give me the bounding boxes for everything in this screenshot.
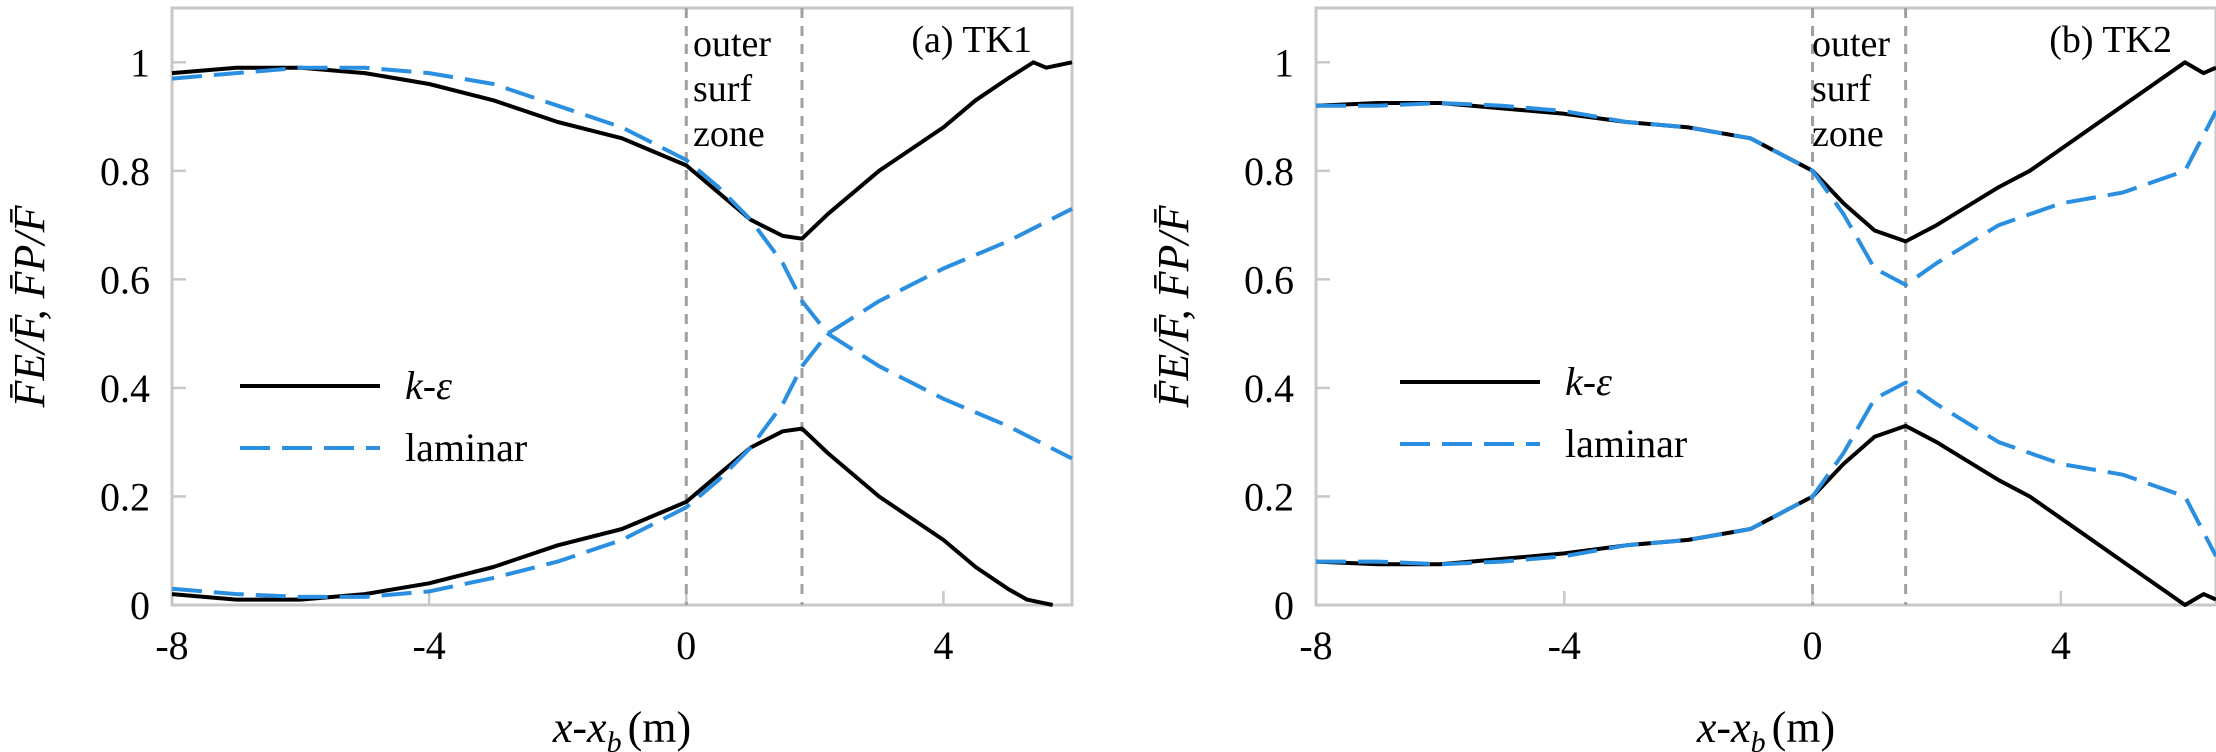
y-tick-label: 0.4: [1244, 366, 1294, 411]
series-line-laminar-upper: [1316, 101, 2216, 287]
panel-a: 0 0.2 0.4 0.6 0.8 1 -8 -4 0 4 outer surf zone (a) TK1…: [5, 6, 1074, 752]
x-axis-label-sub: b: [607, 726, 622, 752]
series-line-k-epsilon-lower: [171, 426, 1054, 607]
plot-frame: [170, 6, 1074, 607]
series-line-k-epsilon-upper: [1315, 60, 2216, 244]
y-tick-label: 0.6: [100, 257, 150, 302]
panel-title: (b) TK2: [2049, 19, 2172, 61]
zone-label: outer surf zone: [1812, 23, 1890, 155]
x-axis-label-main: x-x: [1696, 703, 1751, 752]
y-axis-label: F̄E/F̄, F̄P/F̄: [5, 204, 54, 408]
legend-label-k-epsilon: k-ε: [405, 363, 452, 408]
zone-label-line: surf: [693, 68, 752, 110]
x-tick-label: -4: [1548, 623, 1581, 668]
x-axis-label-sub: b: [1751, 726, 1766, 752]
x-axis-label: x-xb (m): [1696, 703, 1835, 752]
x-axis-label: x-xb (m): [552, 703, 691, 752]
zone-label-line: outer: [1812, 23, 1890, 65]
series-line-laminar-lower: [1316, 380, 2216, 567]
zone-label: outer surf zone: [693, 23, 771, 155]
y-tick-label: 0.8: [100, 149, 150, 194]
y-tick-label: 0: [130, 583, 150, 628]
series-line-k-epsilon-upper: [171, 60, 1073, 241]
legend-label-laminar: laminar: [405, 425, 527, 470]
x-tick-label: 4: [933, 623, 953, 668]
panel-b: 0 0.2 0.4 0.6 0.8 1 -8 -4 0 4 outer surf zone (b) TK2…: [1149, 6, 2216, 752]
x-axis-label-unit: (m): [1772, 703, 1836, 752]
x-tick-label: 0: [1803, 623, 1823, 668]
y-tick-label: 0.2: [100, 474, 150, 519]
y-tick-label: 0.6: [1244, 257, 1294, 302]
y-tick-label: 0: [1274, 583, 1294, 628]
x-tick-label: 0: [676, 623, 696, 668]
x-axis-label-unit: (m): [628, 703, 692, 752]
y-tick-label: 0.2: [1244, 474, 1294, 519]
x-tick-label: -8: [1299, 623, 1332, 668]
zone-label-line: outer: [693, 23, 771, 65]
panel-title: (a) TK1: [911, 19, 1032, 61]
x-axis-label-main: x-x: [552, 703, 607, 752]
legend-label-k-epsilon: k-ε: [1565, 359, 1612, 404]
series-line-laminar-upper: [171, 65, 1073, 461]
series-line-laminar-lower: [171, 207, 1073, 599]
zone-label-line: zone: [1812, 113, 1884, 155]
zone-label-line: surf: [1812, 68, 1871, 110]
legend-label-laminar: laminar: [1565, 421, 1687, 466]
zone-label-line: zone: [693, 113, 765, 155]
y-tick-label: 1: [1274, 40, 1294, 85]
y-axis-label: F̄E/F̄, F̄P/F̄: [1149, 204, 1198, 408]
y-tick-label: 0.8: [1244, 149, 1294, 194]
series-line-k-epsilon-lower: [1315, 423, 2216, 607]
x-tick-label: 4: [2051, 623, 2071, 668]
x-tick-label: -4: [412, 623, 445, 668]
y-tick-label: 1: [130, 40, 150, 85]
x-tick-label: -8: [155, 623, 188, 668]
y-tick-label: 0.4: [100, 366, 150, 411]
plot-frame: [1314, 6, 2216, 607]
